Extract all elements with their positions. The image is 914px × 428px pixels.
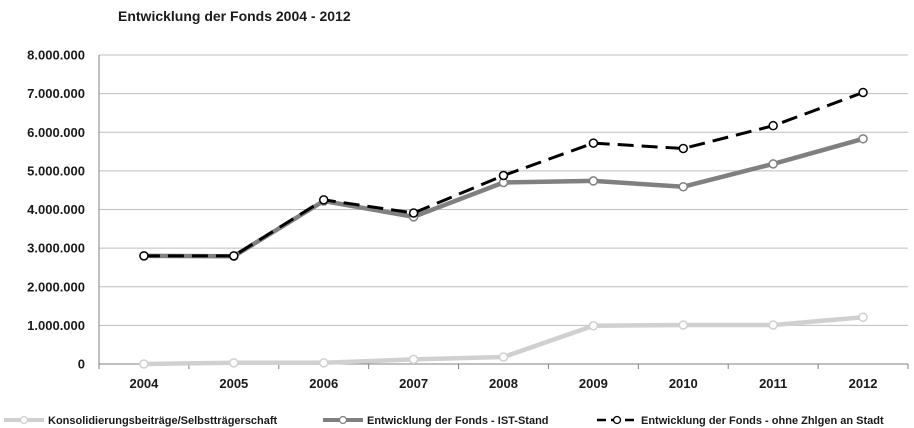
data-point xyxy=(498,352,509,362)
data-point xyxy=(139,251,149,261)
data-point xyxy=(678,181,689,192)
legend-marker xyxy=(19,415,29,425)
x-tick-label: 2009 xyxy=(579,376,608,391)
legend: Konsolidierungsbeiträge/Selbstträgerscha… xyxy=(4,415,884,427)
data-point xyxy=(678,143,689,154)
legend-label-2: Entwicklung der Fonds - IST-Stand xyxy=(367,415,549,427)
data-point xyxy=(588,321,599,331)
data-point xyxy=(678,320,689,330)
data-point xyxy=(588,138,599,148)
y-tick-label: 6.000.000 xyxy=(27,125,85,140)
data-point xyxy=(318,358,329,368)
y-tick-label: 3.000.000 xyxy=(27,241,85,256)
data-point xyxy=(768,320,778,330)
legend-marker xyxy=(338,415,348,425)
x-tick-label: 2005 xyxy=(219,376,248,391)
data-point xyxy=(768,120,778,131)
y-tick-label: 4.000.000 xyxy=(27,202,85,217)
legend-label-3: Entwicklung der Fonds - ohne Zhlgen an S… xyxy=(641,415,884,427)
data-point xyxy=(229,251,239,261)
x-tick-label: 2004 xyxy=(129,376,159,391)
y-tick-label: 7.000.000 xyxy=(27,86,85,101)
data-point xyxy=(139,359,149,369)
data-point xyxy=(858,87,868,98)
x-tick-label: 2010 xyxy=(669,376,698,391)
x-tick-label: 2012 xyxy=(849,376,878,391)
x-tick-label: 2006 xyxy=(309,376,338,391)
y-tick-label: 5.000.000 xyxy=(27,163,85,178)
data-point xyxy=(229,358,239,368)
axes: 0 1.000.000 2.000.000 3.000.000 4.000.000 5.0… xyxy=(27,48,909,391)
x-tick-label: 2011 xyxy=(759,376,787,391)
y-tick-label: 1.000.000 xyxy=(27,318,85,333)
data-point xyxy=(768,159,778,169)
x-tick-label: 2008 xyxy=(489,376,518,391)
data-point xyxy=(498,170,509,181)
legend-marker xyxy=(612,415,622,425)
y-tick-label: 2.000.000 xyxy=(27,279,85,294)
chart-title: Entwicklung der Fonds 2004 - 2012 xyxy=(118,8,351,24)
y-tick-label: 8.000.000 xyxy=(27,48,85,63)
data-point xyxy=(858,134,868,144)
series-line-2 xyxy=(143,136,864,259)
data-point xyxy=(408,208,419,218)
y-tick-label: 0 xyxy=(78,357,85,372)
legend-label-1: Konsolidierungsbeiträge/Selbstträgerscha… xyxy=(48,415,278,427)
gridlines xyxy=(99,54,908,326)
data-point xyxy=(318,195,329,205)
series-lines xyxy=(139,87,868,369)
data-point xyxy=(408,354,419,365)
data-point xyxy=(858,312,868,323)
x-tick-label: 2007 xyxy=(399,376,428,391)
data-point xyxy=(588,176,599,186)
